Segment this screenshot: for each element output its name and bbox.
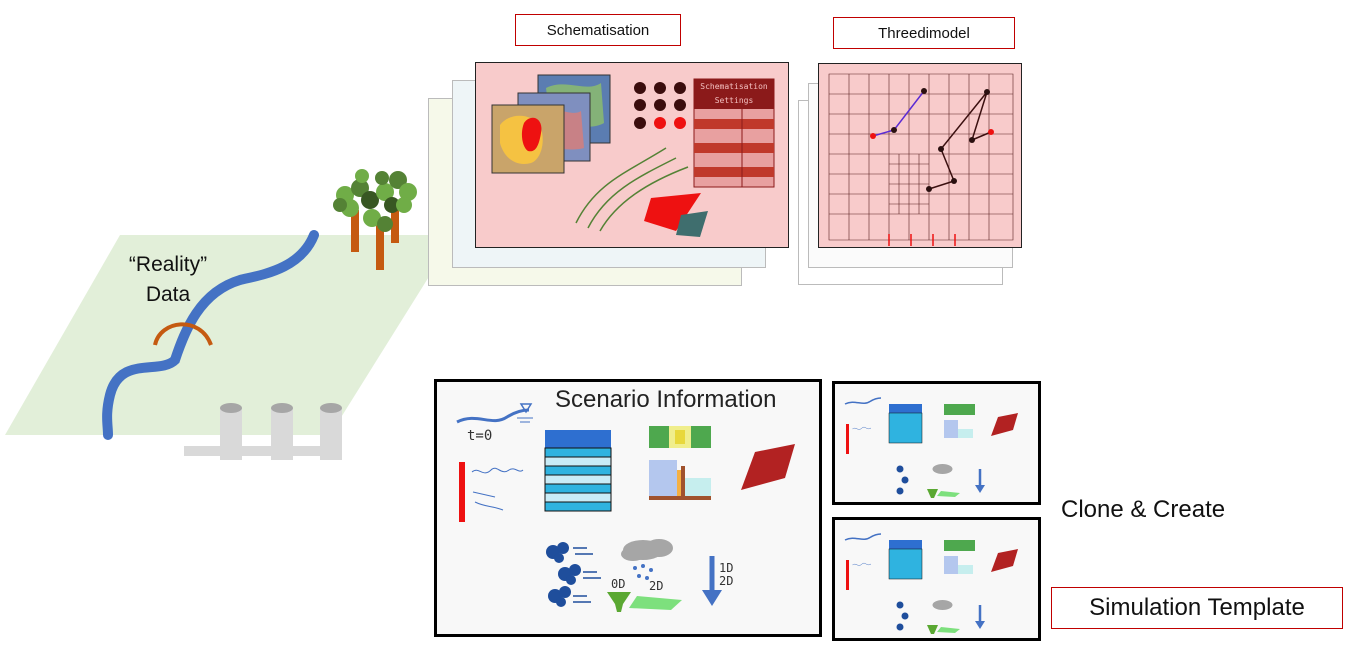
scenario-title: Scenario Information xyxy=(555,386,777,413)
simulation-template-label: Simulation Template xyxy=(1051,587,1343,629)
reality-scene xyxy=(5,169,455,460)
clone-create-label: Clone & Create xyxy=(1061,496,1226,523)
label-2d-arrow: 2D xyxy=(719,574,733,588)
pipes xyxy=(184,403,342,460)
settings-title-line1: Schematisation xyxy=(700,82,768,91)
clone-panel-top xyxy=(832,381,1041,505)
threedimodel-sheet-front xyxy=(818,63,1022,248)
wind-icons xyxy=(546,542,581,607)
scenario-panel: Scenario Information t=0 xyxy=(434,379,822,637)
schematisation-label: Schematisation xyxy=(515,14,681,46)
trees xyxy=(333,169,417,270)
clone-top-icons xyxy=(844,397,1018,498)
scenario-icons: t=0 0D xyxy=(456,403,795,612)
clone-bottom-icons xyxy=(844,533,1018,634)
settings-rows xyxy=(694,119,774,177)
label-1d-arrow: 1D xyxy=(719,561,733,575)
schematisation-content: Schematisation Settings xyxy=(491,74,775,237)
schematisation-sheet-front: Schematisation Settings xyxy=(475,62,789,248)
reality-label-line1: “Reality” xyxy=(128,253,208,276)
river xyxy=(102,230,319,440)
label-2d: 2D xyxy=(649,579,663,593)
bridge xyxy=(153,322,213,346)
settings-title-line2: Settings xyxy=(715,96,754,105)
reality-data-label: “Reality” Data xyxy=(108,250,228,310)
channel-lines xyxy=(575,147,689,232)
threedimodel-grid xyxy=(828,73,1014,246)
label-0d: 0D xyxy=(611,577,625,591)
reality-label-line2: Data xyxy=(145,283,191,306)
t0-label: t=0 xyxy=(467,428,492,444)
clone-panel-bottom xyxy=(832,517,1041,641)
threedimodel-label: Threedimodel xyxy=(833,17,1015,49)
dot-grid xyxy=(634,82,686,129)
